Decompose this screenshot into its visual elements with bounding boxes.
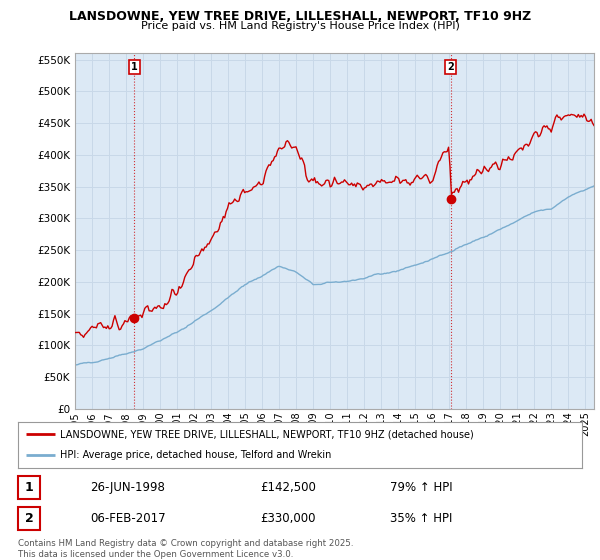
Text: 26-JUN-1998: 26-JUN-1998 [90, 481, 165, 494]
Text: 06-FEB-2017: 06-FEB-2017 [90, 512, 166, 525]
Text: £330,000: £330,000 [260, 512, 316, 525]
Text: Contains HM Land Registry data © Crown copyright and database right 2025.
This d: Contains HM Land Registry data © Crown c… [18, 539, 353, 559]
Text: 2: 2 [25, 512, 34, 525]
Text: HPI: Average price, detached house, Telford and Wrekin: HPI: Average price, detached house, Telf… [60, 450, 332, 460]
Text: 35% ↑ HPI: 35% ↑ HPI [390, 512, 452, 525]
Text: LANSDOWNE, YEW TREE DRIVE, LILLESHALL, NEWPORT, TF10 9HZ: LANSDOWNE, YEW TREE DRIVE, LILLESHALL, N… [69, 10, 531, 23]
Text: LANSDOWNE, YEW TREE DRIVE, LILLESHALL, NEWPORT, TF10 9HZ (detached house): LANSDOWNE, YEW TREE DRIVE, LILLESHALL, N… [60, 429, 474, 439]
Text: 79% ↑ HPI: 79% ↑ HPI [390, 481, 452, 494]
FancyBboxPatch shape [18, 476, 40, 499]
Text: 1: 1 [131, 62, 137, 72]
Text: 2: 2 [448, 62, 454, 72]
Text: 1: 1 [25, 481, 34, 494]
FancyBboxPatch shape [18, 507, 40, 530]
Text: Price paid vs. HM Land Registry's House Price Index (HPI): Price paid vs. HM Land Registry's House … [140, 21, 460, 31]
Text: £142,500: £142,500 [260, 481, 316, 494]
